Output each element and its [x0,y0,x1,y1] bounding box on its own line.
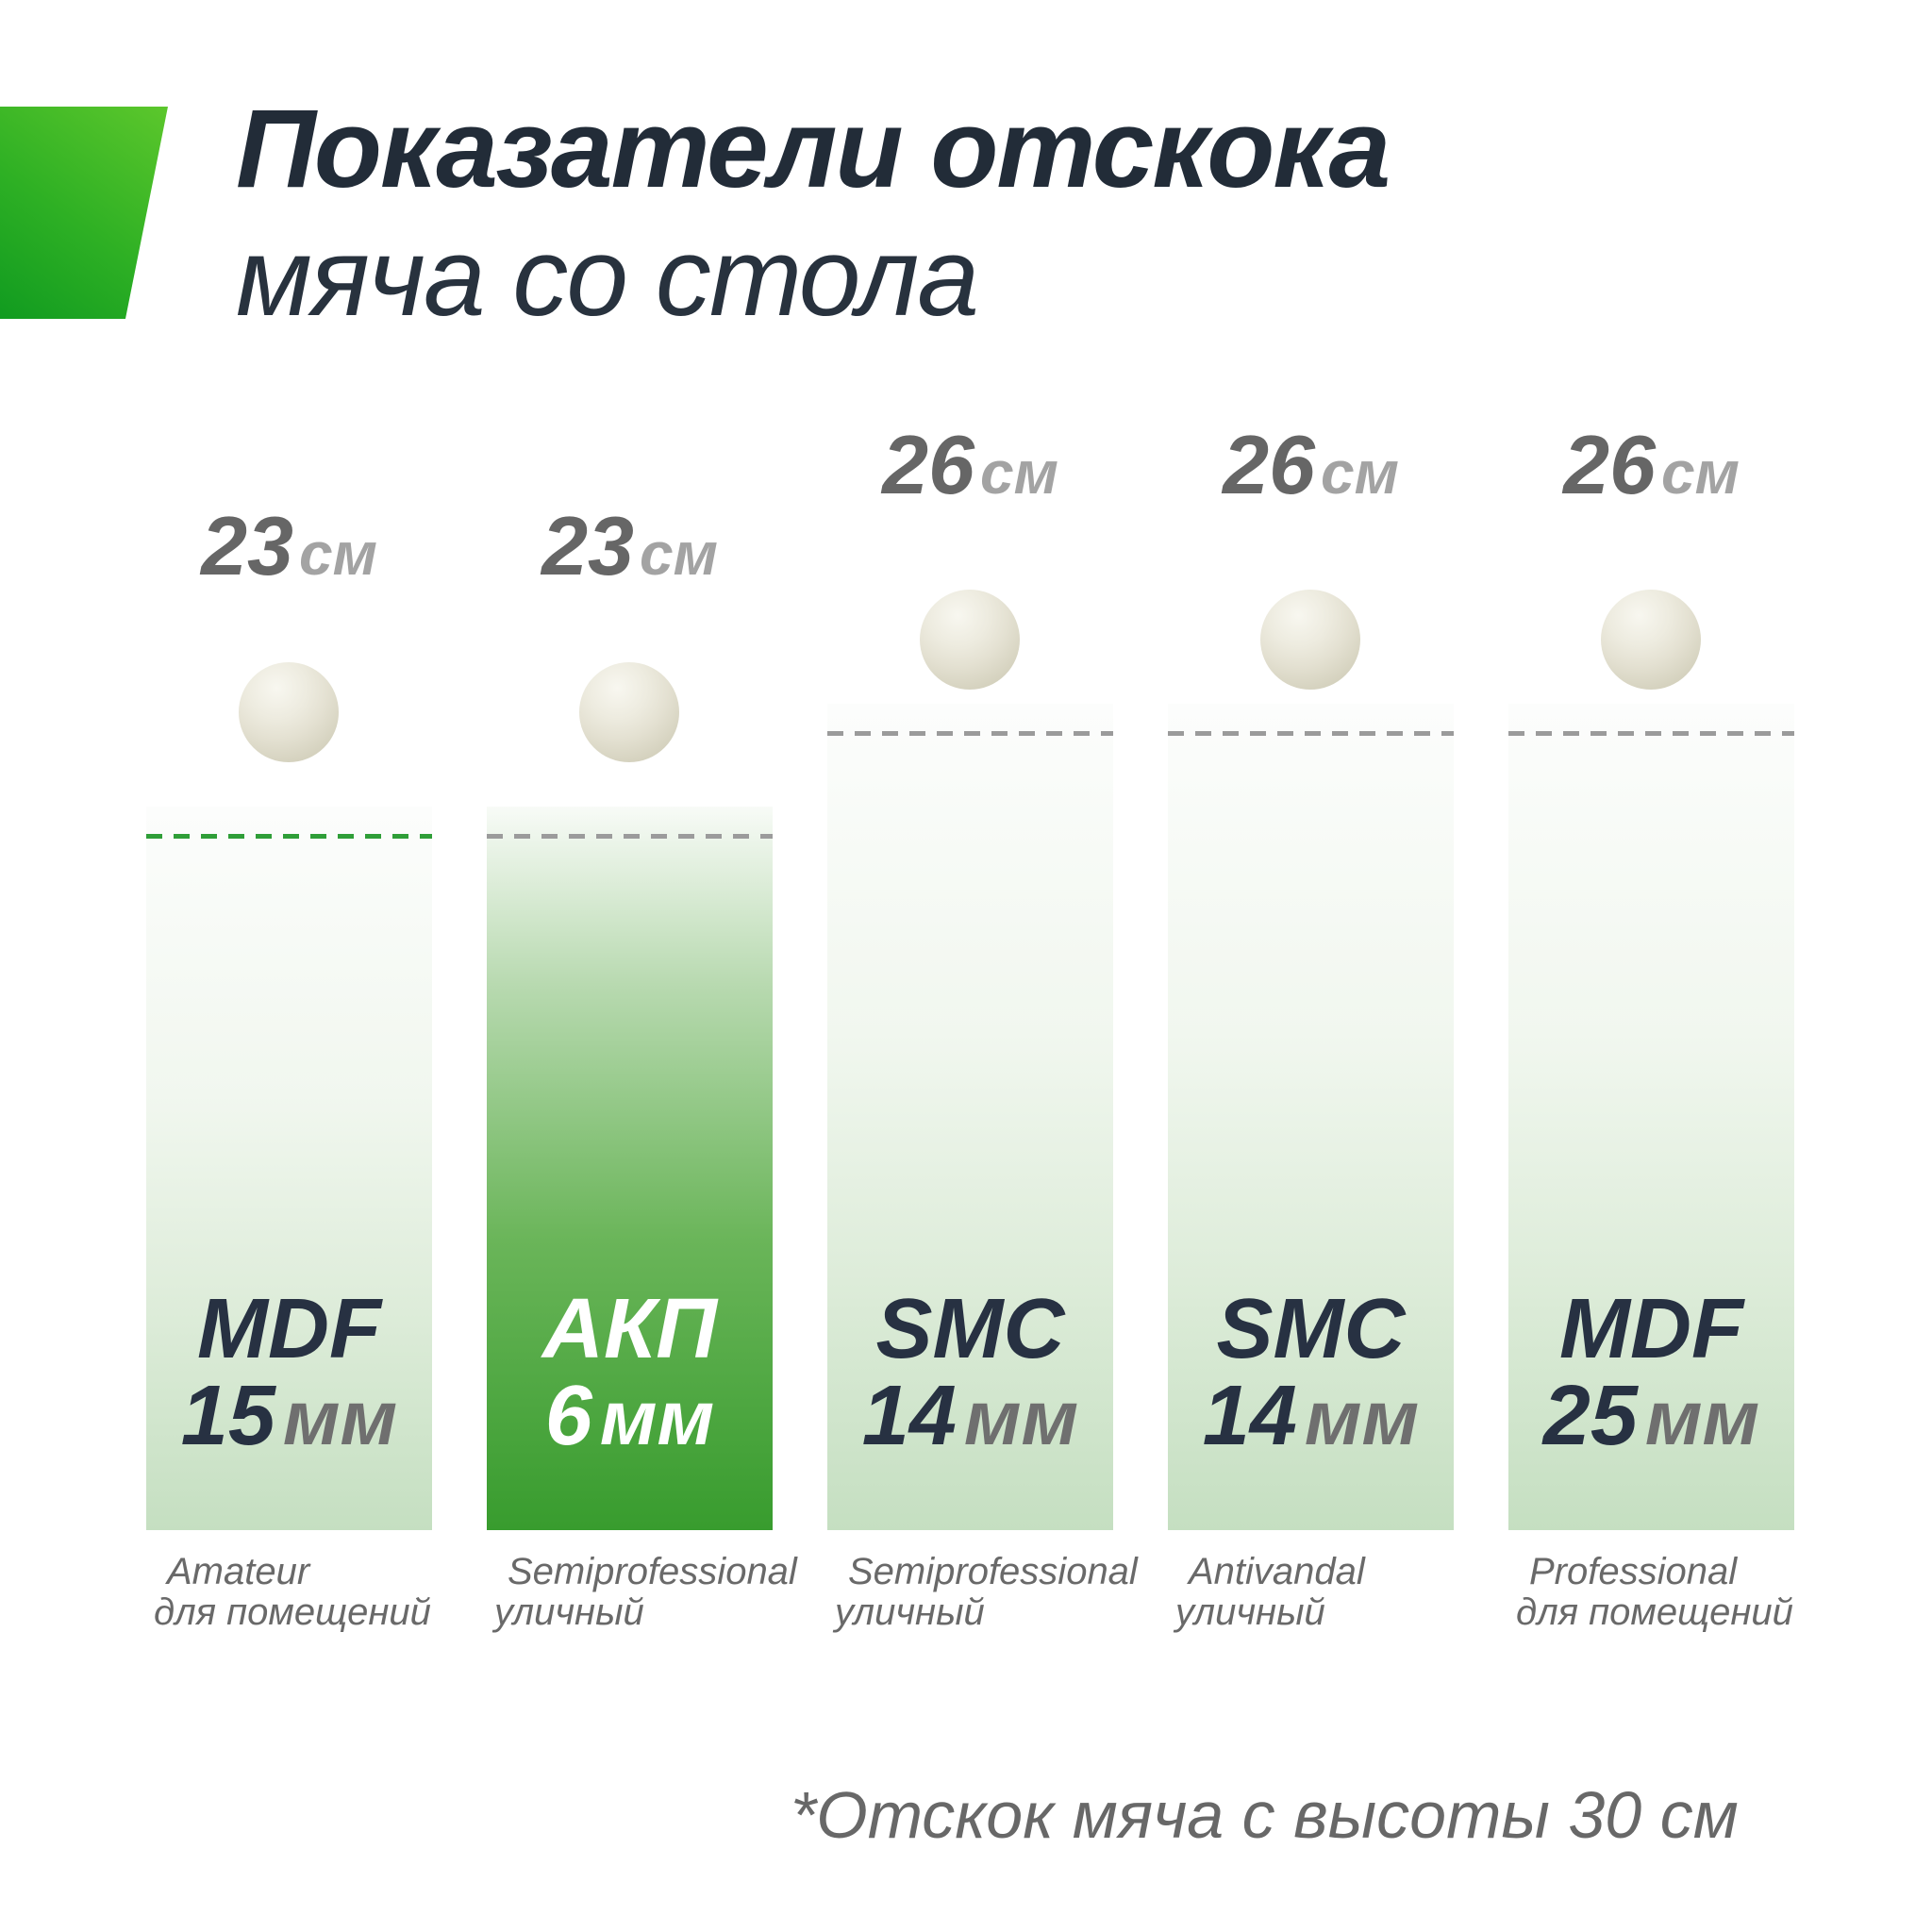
chart-column-mdf15: 23см MDF 15мм Amateur для помещений [146,0,432,1932]
bar-caption: Amateur для помещений [154,1551,431,1633]
bounce-value-label: 26см [1508,424,1794,514]
material-name: SMC [875,1282,1065,1376]
bar-smc14-anti [1168,704,1454,1530]
ball-icon [1601,590,1701,690]
bounce-value-number: 26 [882,418,974,511]
bar-material-label: MDF 25мм [1508,1282,1794,1463]
bounce-value-number: 23 [201,499,293,592]
material-name: SMC [1216,1282,1406,1376]
bounce-value-label: 23см [487,505,773,595]
bar-material-label: MDF 15мм [146,1282,432,1463]
bounce-level-dashed-line [1508,731,1794,736]
bar-smc14-semi [827,704,1113,1530]
ball-icon [920,590,1020,690]
bounce-level-dashed-line [487,834,773,839]
bounce-value-unit: см [979,439,1058,507]
ball-icon [239,662,339,762]
bounce-value-label: 23см [146,505,432,595]
material-thickness: 6мм [544,1369,715,1463]
bounce-value-label: 26см [827,424,1113,514]
bar-caption: Professional для помещений [1516,1551,1793,1633]
bar-caption: Antivandal уличный [1175,1551,1365,1633]
material-name: АКП [541,1282,718,1376]
chart-column-smc14-semi: 26см SMC 14мм Semiprofessional уличный [827,0,1138,1932]
chart-column-akp6: 23см АКП 6мм Semiprofessional уличный [487,0,797,1932]
bar-material-label: АКП 6мм [487,1282,773,1463]
bounce-value-number: 26 [1223,418,1315,511]
material-thickness: 14мм [1202,1369,1420,1463]
chart-column-smc14-anti: 26см SMC 14мм Antivandal уличный [1168,0,1454,1932]
material-name: MDF [1559,1282,1743,1376]
bounce-level-dashed-line [827,731,1113,736]
bounce-level-dashed-line [146,834,432,839]
bounce-level-dashed-line [1168,731,1454,736]
material-name: MDF [197,1282,381,1376]
bounce-value-unit: см [1320,439,1399,507]
page-title-line2: мяча со стола [236,215,979,340]
accent-corner-shape [0,107,168,319]
bounce-value-number: 23 [541,499,634,592]
chart-column-mdf25: 26см MDF 25мм Professional для помещений [1508,0,1794,1932]
ball-icon [1260,590,1360,690]
bar-caption: Semiprofessional уличный [835,1551,1138,1633]
bar-mdf15 [146,807,432,1530]
material-thickness: 15мм [180,1369,398,1463]
page-title-line1: Показатели отскока [236,87,1391,211]
bar-akp6 [487,807,773,1530]
bar-material-label: SMC 14мм [827,1282,1113,1463]
bar-caption: Semiprofessional уличный [494,1551,797,1633]
material-thickness: 25мм [1542,1369,1760,1463]
bar-mdf25 [1508,704,1794,1530]
bounce-value-unit: см [1660,439,1740,507]
bounce-value-unit: см [639,520,718,588]
ball-icon [579,662,679,762]
footnote: *Отскок мяча с высоты 30 см [791,1778,1739,1852]
page-title: Показатели отскока мяча со стола [236,83,1391,340]
bar-material-label: SMC 14мм [1168,1282,1454,1463]
bounce-value-unit: см [298,520,377,588]
material-thickness: 14мм [861,1369,1079,1463]
bounce-value-number: 26 [1563,418,1656,511]
bounce-value-label: 26см [1168,424,1454,514]
